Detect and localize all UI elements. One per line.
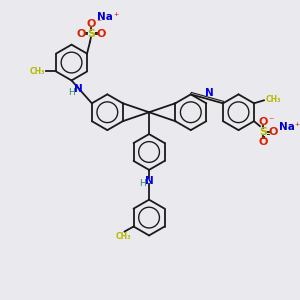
Text: O: O [268, 127, 278, 137]
Text: H: H [139, 179, 145, 188]
Text: Na: Na [279, 122, 295, 132]
Text: CH₃: CH₃ [266, 95, 281, 104]
Text: ⁻: ⁻ [96, 18, 101, 28]
Text: O: O [96, 29, 106, 39]
Text: O: O [258, 117, 268, 127]
Text: N: N [145, 176, 153, 186]
Text: O: O [86, 19, 96, 29]
Text: N: N [74, 84, 83, 94]
Text: S: S [87, 29, 95, 39]
Text: N: N [205, 88, 213, 98]
Text: ⁻: ⁻ [268, 116, 273, 126]
Text: S: S [259, 127, 267, 137]
Text: ⁺: ⁺ [295, 122, 300, 132]
Text: O: O [76, 29, 86, 39]
Text: Na: Na [97, 12, 113, 22]
Text: H: H [68, 88, 75, 98]
Text: O: O [258, 137, 268, 147]
Text: CH₃: CH₃ [116, 232, 131, 242]
Text: CH₃: CH₃ [30, 67, 45, 76]
Text: ⁺: ⁺ [113, 12, 118, 22]
